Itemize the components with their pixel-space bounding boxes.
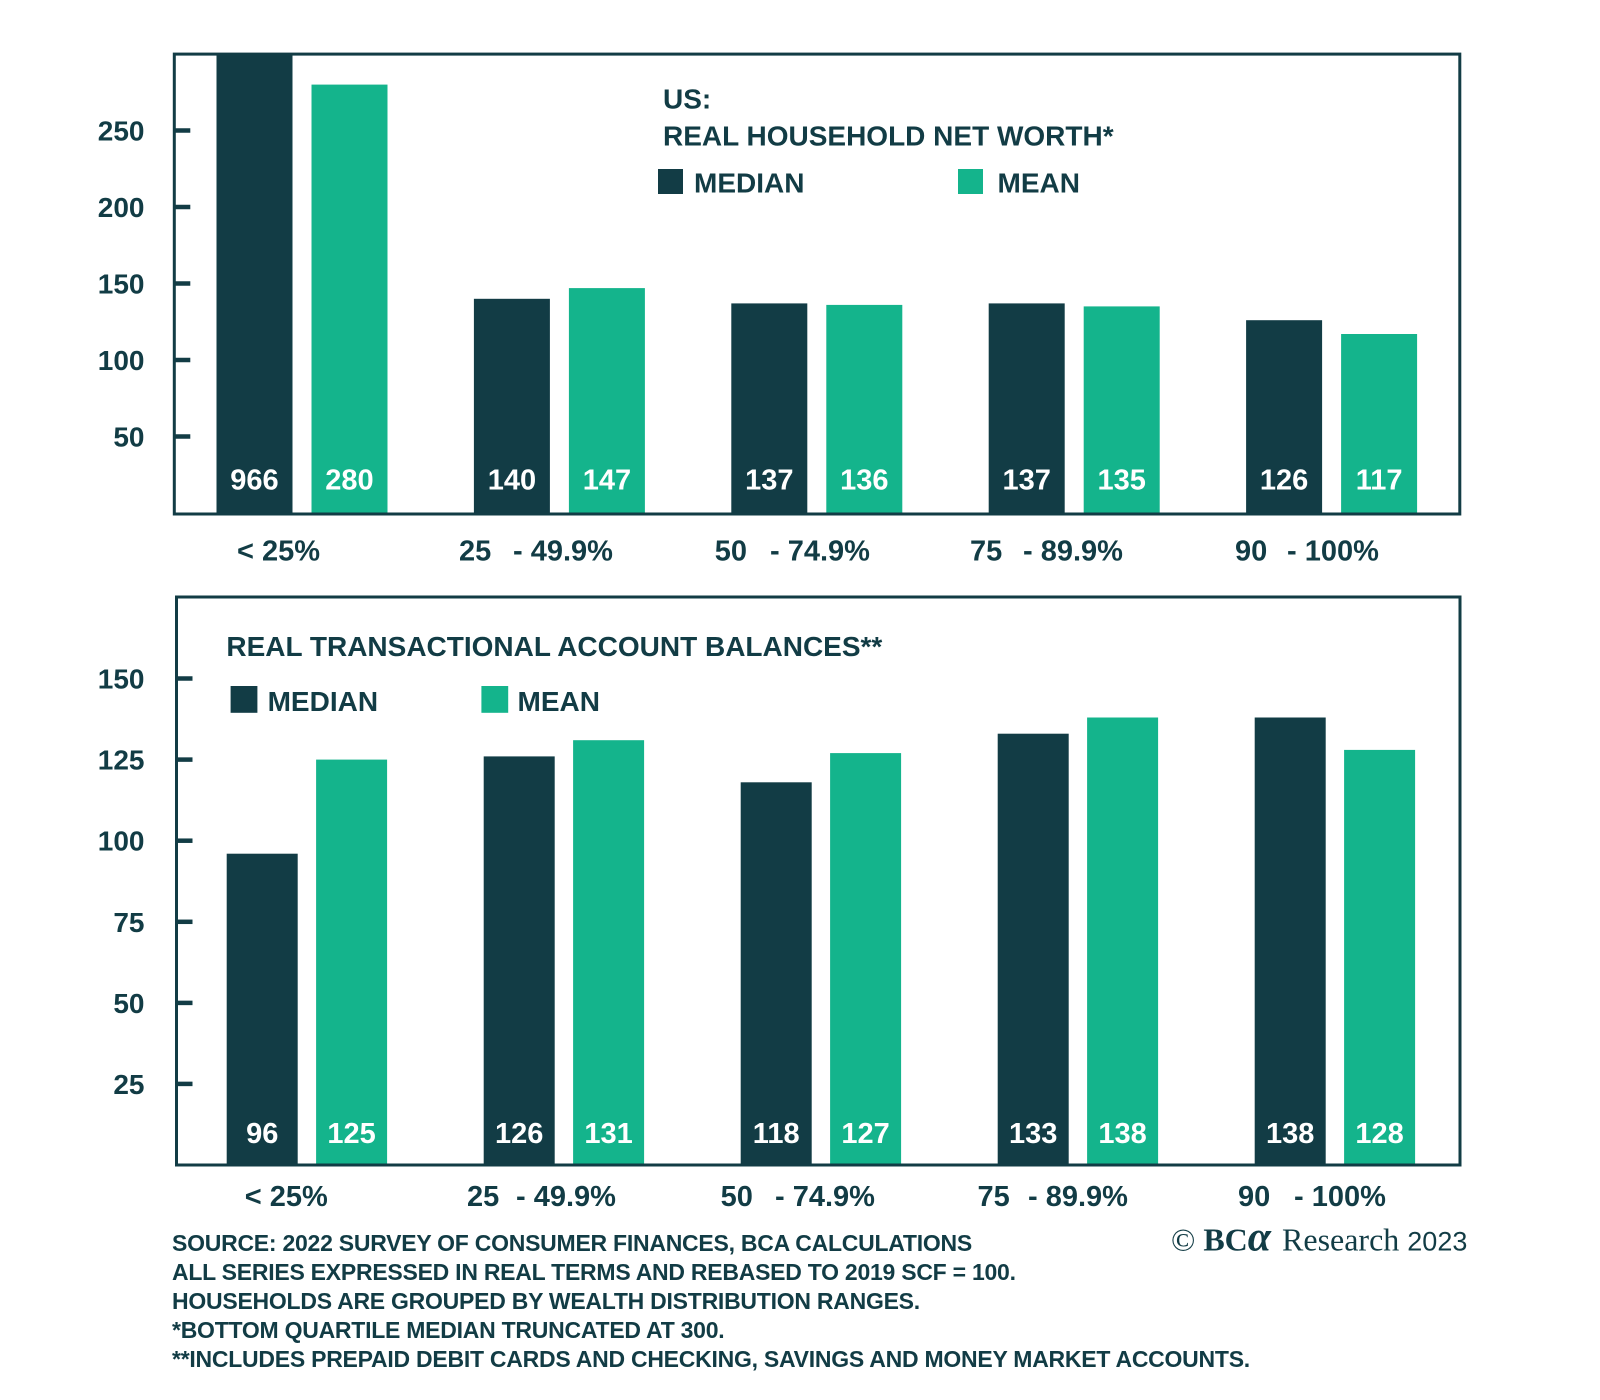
svg-text:- 89.9%: - 89.9% <box>1028 1181 1128 1213</box>
svg-text:50: 50 <box>113 422 144 453</box>
svg-text:25: 25 <box>459 535 491 567</box>
svg-text:280: 280 <box>325 465 373 497</box>
svg-text:< 25%: < 25% <box>237 535 320 567</box>
svg-text:*BOTTOM QUARTILE MEDIAN TRUNCA: *BOTTOM QUARTILE MEDIAN TRUNCATED AT 300… <box>172 1317 724 1343</box>
svg-text:90: 90 <box>1238 1181 1270 1213</box>
svg-text:© BCα Research 2023: © BCα Research 2023 <box>1171 1215 1467 1261</box>
svg-text:SOURCE: 2022 SURVEY OF CONSUME: SOURCE: 2022 SURVEY OF CONSUMER FINANCES… <box>172 1230 972 1256</box>
svg-text:75: 75 <box>113 907 144 938</box>
svg-text:140: 140 <box>488 465 536 497</box>
svg-text:90: 90 <box>1235 535 1267 567</box>
svg-text:133: 133 <box>1009 1118 1057 1150</box>
svg-text:25: 25 <box>467 1181 499 1213</box>
svg-text:50: 50 <box>715 535 747 567</box>
svg-text:- 74.9%: - 74.9% <box>770 535 870 567</box>
svg-text:- 100%: - 100% <box>1294 1181 1386 1213</box>
svg-text:REAL TRANSACTIONAL ACCOUNT BAL: REAL TRANSACTIONAL ACCOUNT BALANCES** <box>226 631 882 662</box>
svg-text:MEAN: MEAN <box>998 168 1080 199</box>
svg-text:ALL SERIES EXPRESSED IN REAL T: ALL SERIES EXPRESSED IN REAL TERMS AND R… <box>172 1259 1016 1285</box>
svg-text:138: 138 <box>1266 1118 1314 1150</box>
svg-text:136: 136 <box>840 465 888 497</box>
svg-text:< 25%: < 25% <box>245 1181 328 1213</box>
svg-text:118: 118 <box>753 1118 800 1150</box>
svg-text:150: 150 <box>98 664 145 695</box>
svg-text:MEAN: MEAN <box>518 686 600 717</box>
svg-text:117: 117 <box>1356 465 1403 497</box>
svg-text:127: 127 <box>841 1118 889 1150</box>
svg-text:75: 75 <box>978 1181 1010 1213</box>
svg-text:100: 100 <box>98 826 145 857</box>
svg-text:126: 126 <box>495 1118 543 1150</box>
svg-text:100: 100 <box>98 345 145 376</box>
svg-text:75: 75 <box>970 535 1002 567</box>
svg-text:HOUSEHOLDS ARE GROUPED BY WEAL: HOUSEHOLDS ARE GROUPED BY WEALTH DISTRIB… <box>172 1288 920 1314</box>
svg-text:126: 126 <box>1260 465 1308 497</box>
svg-text:96: 96 <box>246 1118 278 1150</box>
svg-text:135: 135 <box>1098 465 1146 497</box>
svg-text:125: 125 <box>98 745 145 776</box>
svg-text:128: 128 <box>1355 1118 1403 1150</box>
svg-text:137: 137 <box>1003 465 1051 497</box>
svg-text:- 74.9%: - 74.9% <box>775 1181 875 1213</box>
svg-text:131: 131 <box>584 1118 632 1150</box>
svg-text:138: 138 <box>1098 1118 1146 1150</box>
svg-text:25: 25 <box>113 1069 144 1100</box>
svg-text:50: 50 <box>721 1181 753 1213</box>
svg-text:- 49.9%: - 49.9% <box>513 535 613 567</box>
svg-text:- 100%: - 100% <box>1287 535 1379 567</box>
svg-text:200: 200 <box>98 192 145 223</box>
svg-text:966: 966 <box>230 465 278 497</box>
svg-text:REAL HOUSEHOLD NET WORTH*: REAL HOUSEHOLD NET WORTH* <box>663 121 1114 152</box>
svg-text:MEDIAN: MEDIAN <box>268 686 378 717</box>
svg-text:- 49.9%: - 49.9% <box>516 1181 616 1213</box>
svg-text:147: 147 <box>583 465 631 497</box>
svg-text:250: 250 <box>98 116 145 147</box>
svg-text:- 89.9%: - 89.9% <box>1023 535 1123 567</box>
svg-text:137: 137 <box>745 465 793 497</box>
svg-text:MEDIAN: MEDIAN <box>694 168 804 199</box>
svg-text:US:: US: <box>663 84 711 115</box>
svg-text:50: 50 <box>113 988 144 1019</box>
svg-text:150: 150 <box>98 269 145 300</box>
svg-text:125: 125 <box>327 1118 375 1150</box>
svg-text:**INCLUDES PREPAID DEBIT CARDS: **INCLUDES PREPAID DEBIT CARDS AND CHECK… <box>172 1346 1250 1372</box>
